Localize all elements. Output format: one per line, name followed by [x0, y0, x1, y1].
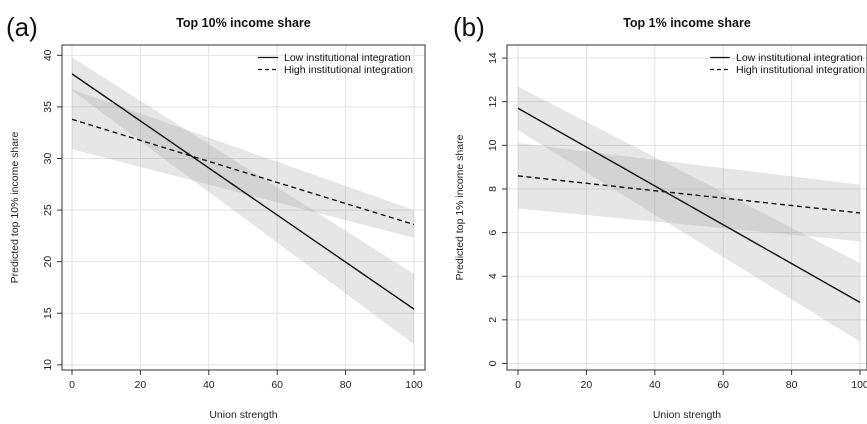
legend-label-low: Low institutional integration — [736, 52, 863, 64]
x-axis-label: Union strength — [653, 409, 721, 421]
y-tick-label: 30 — [42, 152, 54, 164]
confidence-band-low — [518, 86, 860, 342]
plot-frame — [61, 44, 426, 371]
x-tick-label: 20 — [135, 379, 147, 391]
chart-title: Top 10% income share — [176, 16, 311, 30]
x-tick-label: 0 — [515, 379, 521, 391]
y-tick-label: 40 — [42, 49, 54, 61]
x-tick-label: 100 — [851, 379, 867, 391]
y-tick-label: 10 — [487, 139, 499, 151]
legend-label-high: High institutional integration — [284, 64, 413, 76]
series-line-low — [71, 73, 415, 310]
y-tick-label: 2 — [487, 317, 499, 323]
legend-label-high: High institutional integration — [736, 64, 865, 76]
x-tick-label: 0 — [69, 379, 75, 391]
panel-a — [57, 44, 426, 375]
y-axis-label: Predicted top 1% income share — [454, 134, 466, 280]
legend-label-low: Low institutional integration — [284, 52, 411, 64]
x-tick-label: 40 — [203, 379, 215, 391]
chart-title: Top 1% income share — [623, 16, 751, 30]
y-tick-label: 8 — [487, 186, 499, 192]
confidence-band-high — [72, 89, 414, 238]
x-tick-label: 40 — [649, 379, 661, 391]
panel-b — [502, 44, 867, 375]
panel-label: (a) — [6, 12, 38, 42]
y-tick-label: 6 — [487, 230, 499, 236]
y-tick-label: 14 — [487, 52, 499, 64]
series-line-high — [517, 175, 861, 214]
y-tick-label: 20 — [42, 256, 54, 268]
x-tick-label: 80 — [340, 379, 352, 391]
y-tick-label: 15 — [42, 307, 54, 319]
x-tick-label: 60 — [717, 379, 729, 391]
y-tick-label: 0 — [487, 360, 499, 366]
confidence-band-low — [72, 57, 414, 345]
y-axis-label: Predicted top 10% income share — [9, 131, 21, 283]
y-tick-label: 10 — [42, 359, 54, 371]
plot-frame — [506, 44, 867, 371]
y-tick-label: 4 — [487, 273, 499, 279]
panel-label: (b) — [453, 12, 485, 42]
y-tick-label: 25 — [42, 204, 54, 216]
y-tick-label: 12 — [487, 96, 499, 108]
y-tick-label: 35 — [42, 101, 54, 113]
confidence-band-high — [518, 143, 860, 242]
x-axis-label: Union strength — [209, 409, 277, 421]
x-tick-label: 100 — [405, 379, 423, 391]
x-tick-label: 60 — [271, 379, 283, 391]
series-line-high — [71, 118, 415, 226]
x-tick-label: 20 — [581, 379, 593, 391]
series-line-low — [517, 107, 861, 303]
x-tick-label: 80 — [786, 379, 798, 391]
